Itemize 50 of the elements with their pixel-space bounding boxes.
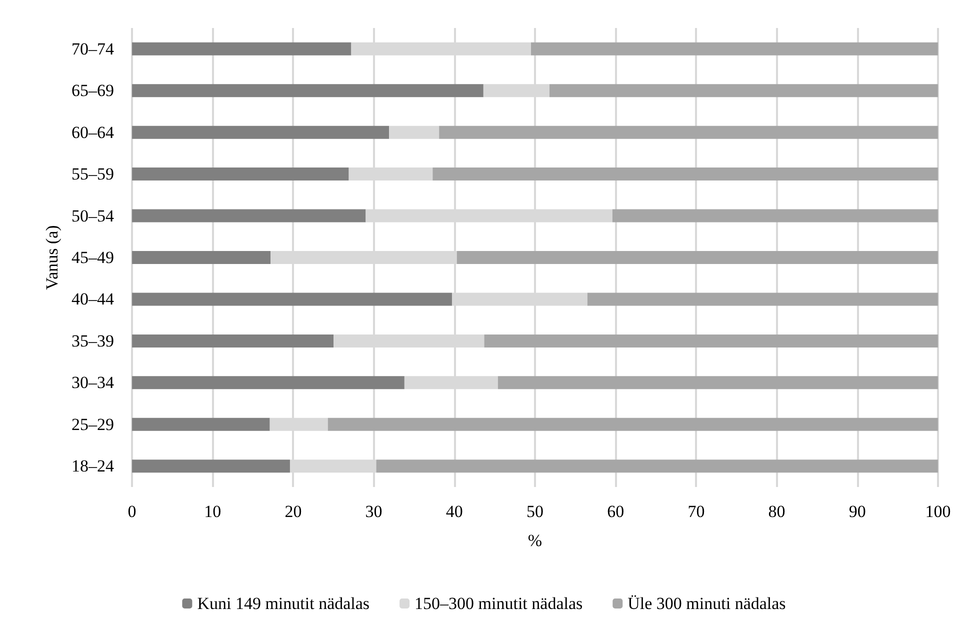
bar: [132, 251, 271, 264]
bar: [376, 460, 938, 473]
y-tick-label: 45–49: [72, 248, 114, 267]
x-tick-label: 80: [768, 502, 786, 521]
bar: [328, 418, 938, 431]
y-tick-label: 18–24: [72, 456, 114, 476]
y-tick-label: 25–29: [72, 414, 114, 434]
y-axis-title: Vanus (a): [42, 225, 62, 290]
bar: [530, 42, 938, 56]
bar: [132, 334, 334, 348]
x-tick-label: 100: [925, 502, 951, 521]
y-tick-label: 70–74: [72, 39, 114, 58]
bar: [389, 126, 440, 139]
x-tick-label: 10: [204, 502, 222, 521]
y-tick-label: 30–34: [72, 373, 114, 392]
y-tick-label: 55–59: [72, 164, 114, 184]
bar: [132, 376, 404, 390]
y-tick-label: 65–69: [72, 81, 114, 100]
bar: [587, 292, 938, 306]
y-tick-label: 35–39: [72, 331, 114, 350]
x-tick-label: 60: [607, 502, 624, 521]
legend-label: Kuni 149 minutit nädalas: [197, 594, 370, 613]
x-tick-label: 20: [284, 502, 302, 521]
bar: [550, 84, 938, 98]
bar: [132, 42, 352, 56]
y-tick-label: 60–64: [72, 122, 114, 142]
x-tick-label: 30: [365, 502, 382, 521]
bar: [132, 292, 452, 306]
legend-label: Üle 300 minuti nädalas: [628, 594, 786, 613]
bar: [132, 460, 290, 473]
bar: [132, 168, 349, 181]
x-tick-label: 40: [446, 502, 463, 521]
bar: [432, 168, 938, 181]
bar: [439, 126, 938, 139]
y-tick-label: 50–54: [72, 206, 114, 226]
bar: [612, 209, 938, 222]
bar: [132, 84, 484, 98]
x-tick-label: 90: [848, 502, 866, 521]
x-tick-label: 50: [526, 502, 544, 521]
bar: [484, 334, 938, 348]
x-tick-label: 70: [688, 502, 705, 521]
bar: [132, 126, 390, 139]
x-axis-title: %: [528, 531, 542, 550]
y-tick-label: 40–44: [72, 290, 114, 309]
legend-label: 150–300 minutit nädalas: [414, 594, 583, 613]
bar: [132, 209, 366, 222]
x-tick-label: 0: [128, 502, 136, 521]
bar: [132, 418, 270, 431]
bar: [456, 251, 938, 264]
bar: [498, 376, 938, 390]
